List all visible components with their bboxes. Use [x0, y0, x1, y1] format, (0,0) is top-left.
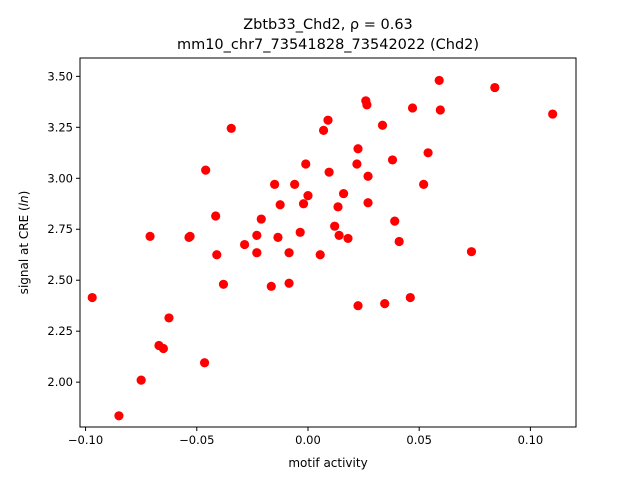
data-point: [363, 198, 373, 208]
axes-frame: [79, 57, 577, 428]
data-point: [390, 216, 400, 226]
data-point: [211, 211, 221, 221]
data-point: [185, 231, 195, 241]
plot-area: [79, 57, 577, 428]
y-tick-label: 3.00: [47, 171, 73, 185]
y-axis-ticks: 2.00 2.25 2.50 2.75 3.00 3.25 3.50: [47, 69, 80, 389]
data-point: [334, 230, 344, 240]
data-point: [419, 179, 429, 189]
data-point: [218, 279, 229, 289]
data-point: [270, 179, 280, 189]
y-tick-label: 3.25: [47, 120, 73, 134]
data-point: [252, 248, 262, 258]
data-point: [315, 250, 325, 260]
data-point: [284, 278, 294, 288]
data-point: [435, 105, 445, 115]
data-point: [377, 120, 388, 130]
data-point: [239, 239, 250, 250]
data-point: [490, 82, 500, 93]
data-point: [298, 199, 309, 209]
x-axis-label: motif activity: [288, 456, 367, 470]
x-tick-label: 0.05: [406, 433, 432, 447]
data-point: [466, 247, 477, 257]
data-point: [338, 188, 349, 199]
y-tick-label: 2.75: [47, 222, 73, 236]
data-point: [343, 233, 353, 244]
data-point: [387, 155, 398, 165]
data-point: [362, 100, 372, 110]
data-point: [212, 250, 222, 260]
y-tick-label: 3.50: [47, 69, 73, 83]
data-point: [323, 115, 333, 125]
y-tick-label: 2.00: [47, 375, 73, 389]
data-point: [434, 75, 444, 86]
x-tick-label: 0.00: [295, 433, 321, 447]
y-tick-label: 2.25: [47, 324, 73, 338]
data-point: [352, 159, 362, 169]
data-point: [407, 103, 418, 113]
y-axis-label-italic: ln: [17, 195, 31, 206]
y-axis-label: signal at CRE (ln): [17, 191, 31, 295]
x-tick-label: 0.10: [518, 433, 544, 447]
data-point: [295, 227, 305, 237]
y-tick-label: 2.50: [47, 273, 73, 287]
data-point: [252, 230, 262, 240]
data-point: [273, 232, 283, 242]
data-point: [114, 411, 124, 421]
data-point: [330, 221, 340, 231]
data-point: [164, 313, 174, 323]
data-point: [266, 281, 276, 291]
data-point: [318, 125, 329, 135]
x-tick-label: −0.05: [179, 433, 214, 447]
data-point: [324, 167, 334, 177]
data-point: [145, 231, 155, 241]
data-point: [201, 165, 211, 175]
data-point: [333, 202, 343, 212]
data-point: [353, 301, 363, 311]
data-point: [290, 179, 300, 189]
data-point: [303, 191, 313, 201]
data-point: [405, 292, 415, 303]
data-point: [423, 148, 433, 158]
x-axis-ticks: −0.10 −0.05 0.00 0.05 0.10: [68, 427, 543, 447]
y-axis-label-suffix: ): [17, 191, 31, 196]
data-point: [284, 248, 294, 258]
data-point: [256, 214, 266, 224]
data-point: [380, 299, 390, 309]
x-tick-label: −0.10: [68, 433, 103, 447]
data-points: [87, 75, 558, 421]
data-point: [275, 200, 285, 210]
chart-title-line1: Zbtb33_Chd2, ρ = 0.63: [243, 17, 413, 33]
data-point: [226, 123, 236, 133]
y-axis-label-prefix: signal at CRE (: [17, 206, 31, 294]
data-point: [301, 159, 311, 169]
data-point: [87, 292, 97, 303]
data-point: [199, 358, 210, 368]
data-point: [158, 343, 169, 354]
chart-title-line2: mm10_chr7_73541828_73542022 (Chd2): [177, 37, 479, 53]
data-point: [394, 236, 404, 247]
data-point: [136, 375, 146, 385]
data-point: [363, 171, 373, 181]
data-point: [353, 144, 363, 154]
data-point: [548, 109, 558, 119]
